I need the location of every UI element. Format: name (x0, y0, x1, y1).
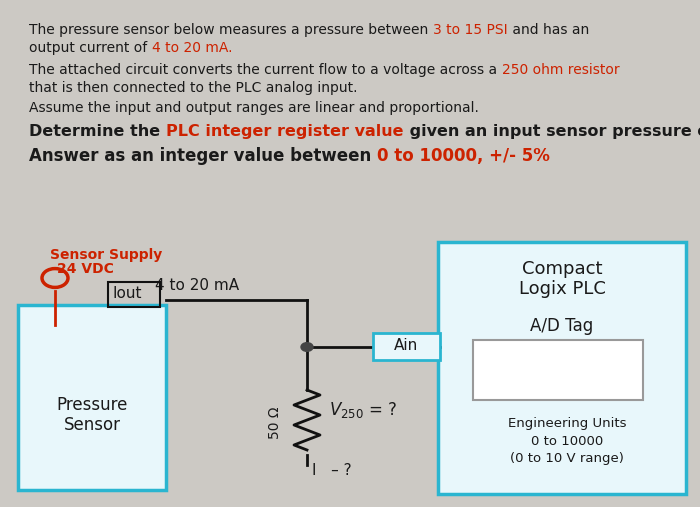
Text: 4 to 20 mA: 4 to 20 mA (155, 278, 239, 293)
Text: Pressure: Pressure (56, 396, 127, 414)
Text: output current of: output current of (29, 41, 152, 55)
Text: 0 to 10000: 0 to 10000 (531, 435, 603, 448)
Text: 4 to 20 mA.: 4 to 20 mA. (152, 41, 232, 55)
Bar (373, 333, 440, 360)
Text: given an input sensor pressure of: given an input sensor pressure of (404, 124, 700, 139)
Bar (18, 305, 166, 490)
Text: 250 ohm resistor: 250 ohm resistor (502, 63, 620, 78)
Text: Ain: Ain (394, 338, 419, 353)
Bar (108, 282, 160, 307)
Text: The pressure sensor below measures a pressure between: The pressure sensor below measures a pre… (29, 23, 433, 37)
Text: $V_{250}$ = ?: $V_{250}$ = ? (329, 401, 398, 420)
Text: 0 to 10000, +/- 5%: 0 to 10000, +/- 5% (377, 147, 550, 165)
Text: Sensor: Sensor (64, 416, 120, 434)
Bar (438, 242, 686, 494)
Text: I   – ?: I – ? (312, 463, 351, 478)
Text: 50 Ω: 50 Ω (268, 406, 282, 439)
Text: Assume the input and output ranges are linear and proportional.: Assume the input and output ranges are l… (29, 101, 480, 116)
Text: Sensor Supply: Sensor Supply (50, 248, 162, 262)
Text: PLC integer register value: PLC integer register value (166, 124, 404, 139)
Text: The attached circuit converts the current flow to a voltage across a: The attached circuit converts the curren… (29, 63, 502, 78)
Circle shape (301, 343, 313, 351)
Bar (473, 340, 643, 400)
Text: Logix PLC: Logix PLC (519, 280, 606, 298)
Text: and has an: and has an (508, 23, 589, 37)
Text: A/D Tag: A/D Tag (531, 317, 594, 335)
Text: Iout: Iout (112, 286, 141, 301)
Text: 24 VDC: 24 VDC (57, 262, 114, 276)
Text: that is then connected to the PLC analog input.: that is then connected to the PLC analog… (29, 81, 358, 95)
Text: Determine the: Determine the (29, 124, 166, 139)
Text: Answer as an integer value between: Answer as an integer value between (29, 147, 377, 165)
Text: Compact: Compact (522, 260, 602, 278)
Text: (0 to 10 V range): (0 to 10 V range) (510, 452, 624, 465)
Text: Engineering Units: Engineering Units (508, 417, 626, 430)
Text: 3 to 15 PSI: 3 to 15 PSI (433, 23, 508, 37)
